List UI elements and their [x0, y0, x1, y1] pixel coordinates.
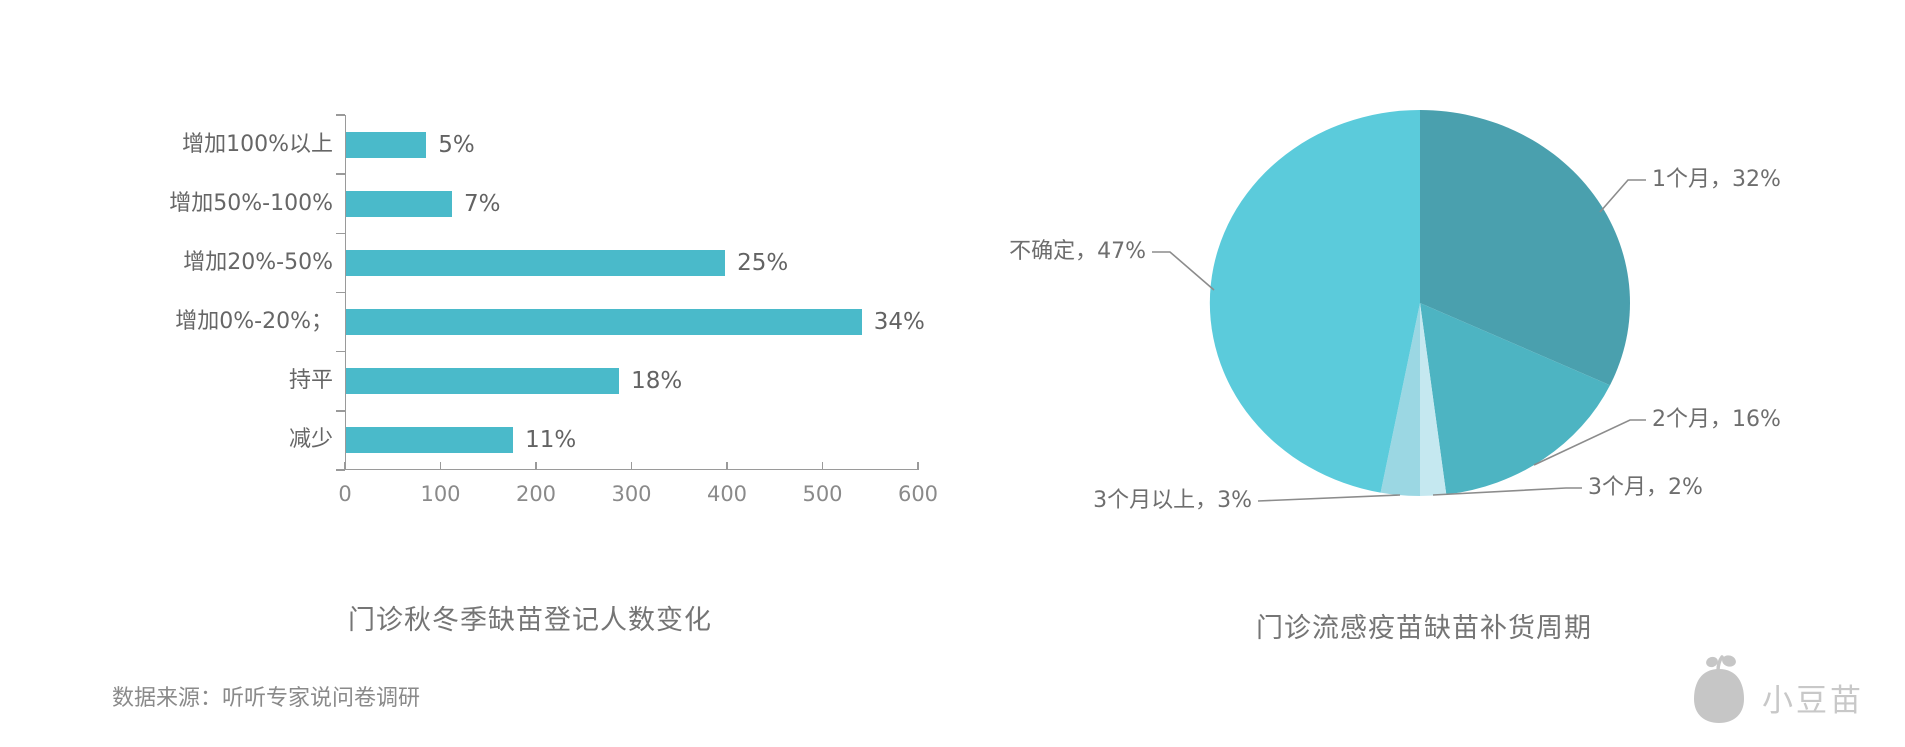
bar	[346, 309, 862, 336]
y-axis-tick	[336, 410, 345, 412]
category-label: 增加50%-100%	[169, 190, 333, 216]
category-label: 持平	[288, 368, 333, 394]
bar	[346, 368, 620, 395]
logo-text: 小豆苗	[1762, 683, 1864, 719]
pie-slice-label: 3个月以上，3%	[1093, 488, 1252, 513]
logo: 小豆苗	[1688, 655, 1888, 730]
bar-value-label: 34%	[873, 309, 925, 336]
x-axis-tick	[344, 462, 346, 470]
pie-chart-title: 门诊流感疫苗缺苗补货周期	[1256, 613, 1592, 644]
y-axis-tick	[336, 469, 345, 471]
leader-line	[1257, 494, 1401, 502]
x-axis-tick	[439, 462, 442, 470]
bar-chart-plot-area	[345, 115, 918, 470]
pie-slice-label: 1个月，32%	[1652, 167, 1781, 192]
x-axis-tick-label: 100	[420, 482, 461, 506]
source-note: 数据来源：听听专家说问卷调研	[112, 686, 421, 711]
pie-svg	[1152, 109, 1646, 502]
x-axis-tick	[821, 462, 824, 470]
leader-line	[1152, 251, 1215, 291]
x-axis-tick	[630, 462, 633, 470]
bar-value-label: 7%	[464, 190, 501, 217]
pie-slice-3个月以上	[1380, 303, 1420, 497]
x-axis-tick-label: 300	[611, 482, 652, 506]
x-axis-tick-label: 200	[515, 482, 557, 506]
bar-value-label: 18%	[631, 368, 683, 395]
y-axis-tick	[336, 232, 345, 235]
y-axis-tick	[336, 350, 345, 353]
category-label: 减少	[288, 427, 333, 453]
pie-slice-label: 3个月，2%	[1588, 475, 1703, 500]
pie-slice-1个月	[1420, 110, 1630, 386]
x-axis-tick-label: 500	[802, 482, 843, 506]
pie-slice-2个月	[1420, 303, 1610, 495]
x-axis-tick-label: 0	[338, 482, 352, 506]
sprout-bean-icon	[1694, 655, 1744, 723]
pie-slice-不确定	[1209, 109, 1420, 493]
x-axis-tick-label: 600	[897, 482, 939, 506]
x-axis-tick	[535, 462, 537, 470]
x-axis-tick	[917, 462, 919, 470]
bar	[346, 249, 726, 276]
pie-slice-label: 不确定，47%	[1009, 239, 1146, 264]
bar-value-label: 11%	[525, 427, 577, 454]
bar	[346, 427, 514, 454]
category-label: 增加100%以上	[182, 131, 333, 157]
leader-line	[1533, 419, 1646, 466]
y-axis-tick	[336, 114, 345, 116]
bar	[346, 190, 452, 217]
bar-chart-title: 门诊秋冬季缺苗登记人数变化	[348, 605, 712, 636]
bar-value-label: 5%	[438, 131, 475, 158]
bar	[346, 131, 427, 158]
y-axis-tick	[336, 291, 345, 294]
category-label: 增加0%-20%；	[175, 309, 333, 335]
leader-line	[1599, 179, 1646, 213]
bar-value-label: 25%	[737, 249, 789, 276]
category-label: 增加20%-50%	[183, 249, 333, 275]
pie-slice-label: 2个月，16%	[1652, 407, 1781, 432]
x-axis-tick-label: 400	[706, 482, 748, 506]
x-axis-tick	[726, 462, 728, 470]
y-axis-tick	[336, 173, 345, 175]
pie-slice-3个月	[1420, 303, 1447, 497]
leader-line	[1432, 487, 1582, 496]
